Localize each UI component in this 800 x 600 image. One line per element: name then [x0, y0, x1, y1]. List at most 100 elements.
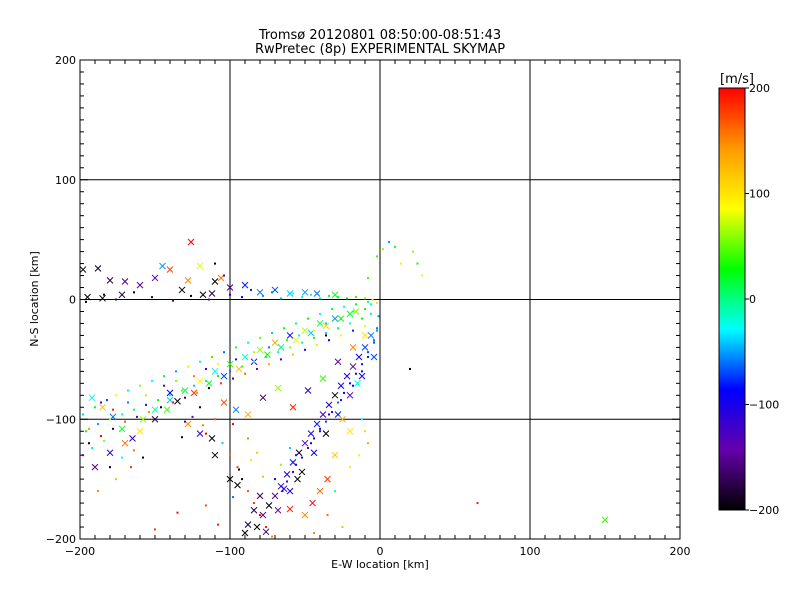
data-point-cross — [88, 394, 96, 402]
data-point-dot — [361, 418, 363, 421]
data-point-cross — [286, 332, 294, 339]
data-point-dot — [169, 394, 171, 397]
data-point-cross — [220, 372, 228, 380]
data-point-dot — [193, 375, 195, 378]
data-point-dot — [313, 329, 315, 332]
data-point-dot — [412, 250, 414, 253]
data-point-dot — [133, 291, 135, 294]
data-point-dot — [352, 329, 354, 332]
data-point-dot — [319, 427, 321, 430]
data-point-cross — [129, 435, 136, 442]
data-point-dot — [232, 496, 234, 499]
data-point-dot — [124, 420, 126, 423]
data-point-dot — [476, 502, 479, 505]
data-point-dot — [382, 248, 384, 251]
colorbar-gradient — [718, 87, 746, 511]
colorbar-tick-label: 100 — [749, 188, 770, 201]
data-point-cross — [99, 403, 106, 411]
x-tick-label: 0 — [377, 545, 384, 558]
data-point-dot — [277, 351, 279, 354]
data-point-cross — [274, 506, 282, 514]
data-point-dot — [337, 327, 339, 330]
data-point-dot — [217, 375, 219, 378]
data-point-dot — [373, 339, 375, 342]
data-point-dot — [241, 365, 243, 368]
data-point-dot — [364, 324, 366, 327]
data-point-dot — [355, 372, 357, 375]
data-point-dot — [199, 406, 201, 409]
data-point-cross — [316, 320, 324, 327]
colorbar-ticks: 200 100 0 −100 −200 — [745, 82, 779, 517]
data-point-dot — [304, 348, 306, 351]
data-point-dot — [214, 262, 216, 265]
data-point-cross — [199, 291, 207, 299]
data-point-cross — [244, 411, 252, 418]
data-point-dot — [319, 430, 321, 433]
data-point-cross — [286, 290, 294, 297]
data-point-dot — [175, 379, 177, 382]
x-axis-label: E-W location [km] — [331, 558, 429, 571]
data-point-dot — [367, 351, 369, 354]
data-point-cross — [234, 481, 241, 489]
data-point-dot — [301, 341, 303, 344]
data-point-dot — [151, 379, 153, 382]
data-point-cross — [301, 327, 309, 334]
data-point-dot — [295, 454, 297, 457]
data-point-dot — [340, 317, 342, 320]
data-point-cross — [121, 278, 129, 285]
data-point-cross — [316, 487, 324, 495]
data-point-dot — [334, 490, 336, 493]
data-point-cross — [91, 463, 99, 471]
data-point-dot — [235, 346, 237, 349]
data-point-dot — [325, 332, 327, 335]
data-point-cross — [354, 379, 361, 387]
data-point-dot — [163, 375, 165, 378]
data-point-dot — [235, 358, 237, 361]
data-point-dot — [265, 355, 267, 358]
data-point-cross — [309, 499, 316, 507]
data-point-dot — [109, 418, 111, 421]
data-point-cross — [259, 394, 267, 402]
data-point-dot — [343, 391, 345, 394]
data-point-cross — [324, 475, 331, 483]
data-point-cross — [301, 439, 309, 447]
data-point-dot — [109, 466, 111, 469]
data-point-dot — [361, 370, 363, 373]
data-point-cross — [370, 353, 378, 361]
data-point-dot — [268, 346, 270, 349]
data-point-dot — [367, 355, 369, 358]
colorbar-tick-label: −100 — [749, 399, 779, 412]
data-point-dot — [349, 466, 351, 469]
data-point-cross — [232, 406, 240, 414]
data-point-cross — [211, 278, 219, 285]
data-point-cross — [358, 372, 366, 380]
y-tick-label: −200 — [46, 533, 76, 546]
data-point-dot — [328, 413, 330, 416]
data-point-dot — [355, 296, 357, 299]
data-point-cross — [151, 274, 159, 282]
data-point-cross — [136, 427, 144, 435]
data-point-dot — [241, 296, 243, 299]
data-points — [79, 238, 609, 538]
data-point-cross — [286, 487, 294, 495]
data-point-cross — [250, 506, 258, 514]
x-tick-label: 100 — [520, 545, 541, 558]
data-point-dot — [253, 360, 255, 363]
data-point-dot — [82, 454, 84, 457]
data-point-dot — [232, 377, 234, 380]
data-point-dot — [229, 454, 231, 457]
data-point-cross — [322, 430, 330, 437]
data-point-cross — [259, 511, 267, 519]
data-point-cross — [355, 353, 363, 361]
data-point-dot — [133, 449, 135, 452]
data-point-cross — [178, 286, 186, 294]
data-point-dot — [100, 401, 102, 404]
data-point-dot — [364, 430, 366, 433]
data-point-dot — [112, 427, 114, 430]
data-point-dot — [361, 363, 363, 366]
data-point-dot — [310, 293, 312, 296]
data-point-dot — [298, 334, 300, 337]
data-point-dot — [286, 339, 288, 342]
data-point-dot — [253, 351, 255, 354]
